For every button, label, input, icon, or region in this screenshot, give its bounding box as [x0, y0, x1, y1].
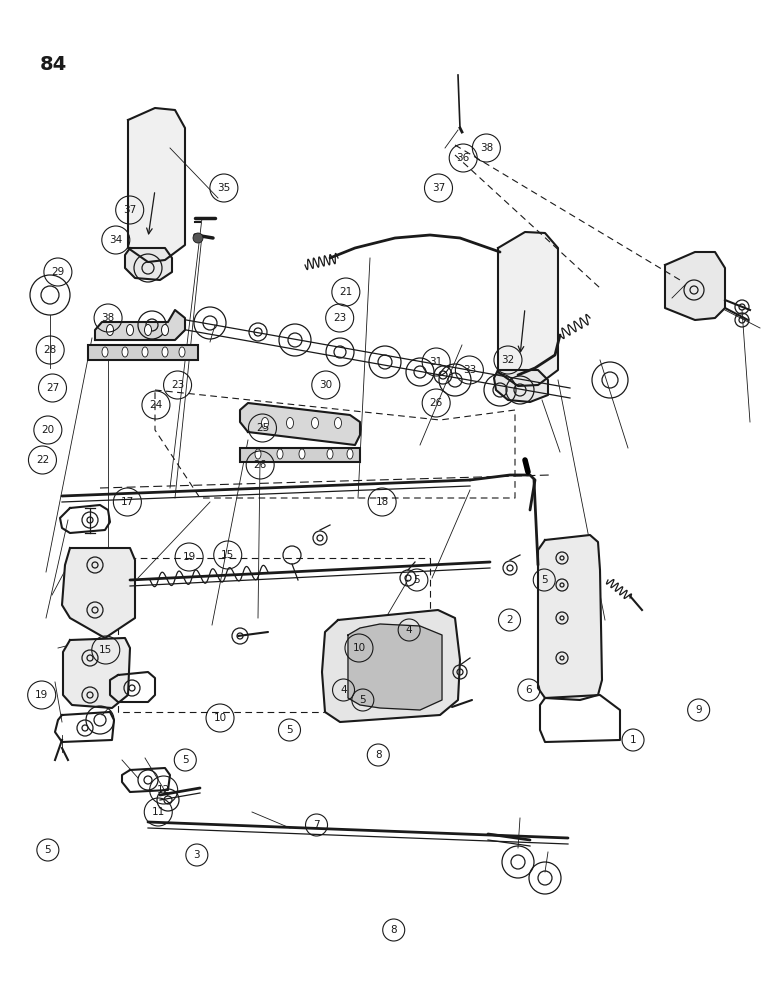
Text: 37: 37	[123, 205, 137, 215]
Text: 84: 84	[40, 55, 67, 74]
Text: 35: 35	[217, 183, 231, 193]
Text: 1: 1	[630, 735, 636, 745]
Text: 27: 27	[46, 383, 59, 393]
Circle shape	[193, 233, 203, 243]
Ellipse shape	[142, 347, 148, 357]
Text: 23: 23	[333, 313, 347, 323]
Text: 9: 9	[696, 705, 702, 715]
Ellipse shape	[311, 418, 319, 428]
Text: 26: 26	[429, 398, 443, 408]
Polygon shape	[125, 248, 172, 280]
Text: 31: 31	[429, 357, 443, 367]
Text: 32: 32	[501, 355, 515, 365]
Bar	[88, 345, 198, 360]
Text: 23: 23	[171, 380, 185, 390]
Text: 5: 5	[286, 725, 293, 735]
Text: 22: 22	[36, 455, 49, 465]
Ellipse shape	[286, 418, 293, 428]
Text: 4: 4	[406, 625, 412, 635]
Text: 38: 38	[479, 143, 493, 153]
Text: 17: 17	[120, 497, 134, 507]
Polygon shape	[63, 638, 130, 708]
Text: 10: 10	[213, 713, 227, 723]
Polygon shape	[348, 624, 442, 710]
Text: 24: 24	[149, 400, 163, 410]
Text: 25: 25	[256, 423, 269, 433]
Polygon shape	[95, 310, 185, 340]
Ellipse shape	[262, 418, 269, 428]
Text: 33: 33	[462, 365, 476, 375]
Text: 11: 11	[151, 807, 165, 817]
Polygon shape	[62, 548, 135, 638]
Ellipse shape	[122, 347, 128, 357]
Ellipse shape	[127, 324, 134, 336]
Ellipse shape	[161, 324, 168, 336]
Text: 4: 4	[340, 685, 347, 695]
Text: 15: 15	[221, 550, 235, 560]
Ellipse shape	[327, 449, 333, 459]
Text: 21: 21	[339, 287, 353, 297]
Text: 29: 29	[51, 267, 65, 277]
Text: 5: 5	[182, 755, 188, 765]
Polygon shape	[498, 232, 558, 386]
Ellipse shape	[179, 347, 185, 357]
Polygon shape	[665, 252, 725, 320]
Text: 5: 5	[541, 575, 547, 585]
Text: 12: 12	[157, 785, 171, 795]
Polygon shape	[538, 535, 602, 700]
Text: 20: 20	[41, 425, 55, 435]
Bar	[240, 448, 360, 462]
Ellipse shape	[277, 449, 283, 459]
Ellipse shape	[347, 449, 353, 459]
Text: 28: 28	[43, 345, 57, 355]
Ellipse shape	[107, 324, 113, 336]
Polygon shape	[494, 370, 548, 402]
Text: 5: 5	[360, 695, 366, 705]
Text: 5: 5	[414, 575, 420, 585]
Text: 19: 19	[182, 552, 196, 562]
Ellipse shape	[299, 449, 305, 459]
Text: 30: 30	[319, 380, 333, 390]
Text: 10: 10	[352, 643, 366, 653]
Ellipse shape	[334, 418, 341, 428]
Text: 15: 15	[99, 645, 113, 655]
Text: 6: 6	[526, 685, 532, 695]
Text: 18: 18	[375, 497, 389, 507]
Text: 19: 19	[35, 690, 49, 700]
Polygon shape	[128, 108, 185, 262]
Ellipse shape	[162, 347, 168, 357]
Ellipse shape	[144, 324, 151, 336]
Text: 36: 36	[456, 153, 470, 163]
Text: 3: 3	[194, 850, 200, 860]
Text: 8: 8	[375, 750, 381, 760]
Text: 34: 34	[109, 235, 123, 245]
Text: 37: 37	[432, 183, 445, 193]
Ellipse shape	[102, 347, 108, 357]
Text: 26: 26	[253, 460, 267, 470]
Polygon shape	[322, 610, 460, 722]
Text: 8: 8	[391, 925, 397, 935]
Text: 38: 38	[101, 313, 115, 323]
Polygon shape	[240, 403, 360, 445]
Text: 2: 2	[506, 615, 513, 625]
Ellipse shape	[255, 449, 261, 459]
Text: 5: 5	[45, 845, 51, 855]
Text: 7: 7	[313, 820, 320, 830]
